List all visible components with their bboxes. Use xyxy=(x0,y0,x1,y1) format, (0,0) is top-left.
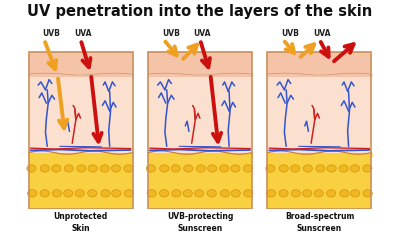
Bar xyxy=(148,52,252,209)
Ellipse shape xyxy=(147,190,156,197)
Ellipse shape xyxy=(52,190,62,197)
Ellipse shape xyxy=(172,190,181,197)
Text: UVA: UVA xyxy=(74,29,91,38)
Text: UVA: UVA xyxy=(313,29,330,38)
Ellipse shape xyxy=(112,190,121,197)
Ellipse shape xyxy=(314,190,323,197)
Ellipse shape xyxy=(279,165,288,172)
Ellipse shape xyxy=(64,190,73,197)
Text: Unprotected
Skin: Unprotected Skin xyxy=(54,212,108,233)
Ellipse shape xyxy=(302,190,312,197)
Ellipse shape xyxy=(363,190,372,197)
Ellipse shape xyxy=(77,165,86,172)
Ellipse shape xyxy=(88,190,97,197)
Bar xyxy=(28,52,132,209)
Text: UVB: UVB xyxy=(162,29,180,38)
Ellipse shape xyxy=(208,165,217,172)
Text: UV penetration into the layers of the skin: UV penetration into the layers of the sk… xyxy=(27,4,373,20)
Ellipse shape xyxy=(350,190,360,197)
Ellipse shape xyxy=(124,190,133,197)
Ellipse shape xyxy=(184,165,193,172)
Bar xyxy=(148,153,252,209)
Ellipse shape xyxy=(28,190,37,197)
Bar xyxy=(28,74,132,153)
Ellipse shape xyxy=(171,165,180,172)
Ellipse shape xyxy=(160,190,169,197)
Bar xyxy=(268,52,372,209)
Ellipse shape xyxy=(279,190,288,197)
Bar xyxy=(28,153,132,209)
Ellipse shape xyxy=(350,165,360,172)
Ellipse shape xyxy=(196,165,206,172)
Text: Broad-spectrum
Sunscreen: Broad-spectrum Sunscreen xyxy=(285,212,354,233)
Ellipse shape xyxy=(220,190,230,197)
Ellipse shape xyxy=(363,165,372,172)
Bar xyxy=(268,52,372,74)
Ellipse shape xyxy=(195,190,204,197)
Text: UVB-protecting
Sunscreen: UVB-protecting Sunscreen xyxy=(167,212,233,233)
Ellipse shape xyxy=(160,165,169,172)
Ellipse shape xyxy=(52,165,61,172)
Ellipse shape xyxy=(291,190,300,197)
Ellipse shape xyxy=(146,165,156,172)
Ellipse shape xyxy=(327,165,336,172)
Ellipse shape xyxy=(243,165,252,172)
Ellipse shape xyxy=(326,190,336,197)
Bar xyxy=(148,74,252,153)
Text: UVB: UVB xyxy=(42,29,60,38)
Ellipse shape xyxy=(220,165,229,172)
Ellipse shape xyxy=(112,165,121,172)
Ellipse shape xyxy=(231,165,240,172)
Ellipse shape xyxy=(183,190,192,197)
Ellipse shape xyxy=(340,190,349,197)
Ellipse shape xyxy=(244,190,253,197)
Ellipse shape xyxy=(100,165,109,172)
Ellipse shape xyxy=(290,165,300,172)
Ellipse shape xyxy=(101,190,110,197)
Ellipse shape xyxy=(266,190,276,197)
Ellipse shape xyxy=(124,165,133,172)
Bar xyxy=(148,52,252,74)
Ellipse shape xyxy=(339,165,348,172)
Ellipse shape xyxy=(88,165,97,172)
Ellipse shape xyxy=(40,165,50,172)
Ellipse shape xyxy=(303,165,312,172)
Ellipse shape xyxy=(75,190,84,197)
Ellipse shape xyxy=(207,190,216,197)
Text: UVB: UVB xyxy=(282,29,299,38)
Ellipse shape xyxy=(27,165,36,172)
Bar xyxy=(268,153,372,209)
Bar xyxy=(268,74,372,153)
Ellipse shape xyxy=(316,165,325,172)
Ellipse shape xyxy=(231,190,240,197)
Text: UVA: UVA xyxy=(193,29,211,38)
Bar xyxy=(28,52,132,74)
Ellipse shape xyxy=(40,190,49,197)
Ellipse shape xyxy=(64,165,74,172)
Ellipse shape xyxy=(266,165,275,172)
